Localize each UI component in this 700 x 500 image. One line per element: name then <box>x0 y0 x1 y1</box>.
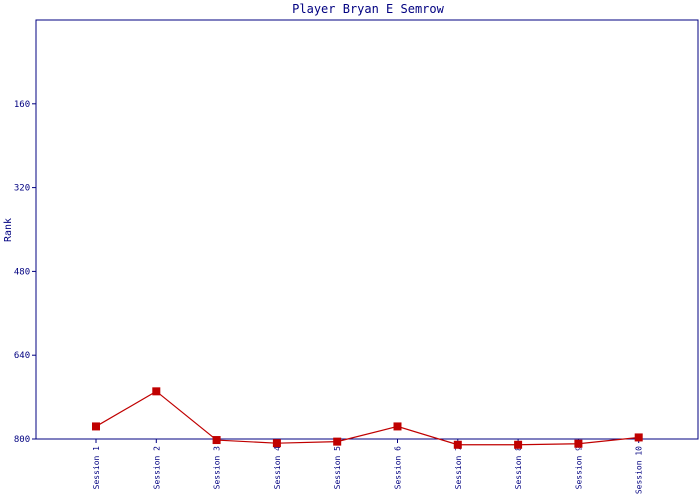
data-point-marker <box>514 440 523 449</box>
data-point-marker <box>634 433 643 442</box>
x-tick-label: Session 7 <box>454 446 463 490</box>
data-point-marker <box>92 422 100 431</box>
y-tick-label: 320 <box>14 184 30 194</box>
x-tick-label: Session 3 <box>213 446 222 490</box>
data-point-marker <box>574 439 583 448</box>
data-point-marker <box>272 439 281 448</box>
x-tick-label: Session 8 <box>514 446 523 490</box>
y-tick-label: 800 <box>14 435 30 445</box>
x-tick-label: Session 6 <box>394 446 403 490</box>
series-line <box>95 390 639 446</box>
series-rank <box>92 387 643 449</box>
data-point-marker <box>453 440 462 449</box>
y-tick-label: 640 <box>14 351 30 361</box>
x-tick-label: Session 10 <box>635 446 644 494</box>
x-tick-label: Session 1 <box>92 446 101 490</box>
chart-title: Player Bryan E Semrow <box>292 2 444 16</box>
data-point-marker <box>152 387 161 396</box>
x-axis-ticks: Session 1 Session 2 Session 3 Session 4 Sess… <box>92 439 644 494</box>
y-tick-label: 480 <box>14 267 30 277</box>
data-point-marker <box>333 437 342 446</box>
y-axis-ticks: 160 320 480 640 800 <box>14 100 36 445</box>
y-axis-label: Rank <box>3 218 14 242</box>
x-tick-label: Session 5 <box>333 446 342 490</box>
x-tick-label: Session 2 <box>152 446 161 490</box>
data-point-marker <box>212 436 221 445</box>
plot-frame <box>35 19 699 440</box>
data-point-marker <box>393 422 402 431</box>
x-tick-label: Session 4 <box>273 446 282 490</box>
x-tick-label: Session 9 <box>574 446 583 490</box>
y-tick-label: 160 <box>14 100 30 110</box>
